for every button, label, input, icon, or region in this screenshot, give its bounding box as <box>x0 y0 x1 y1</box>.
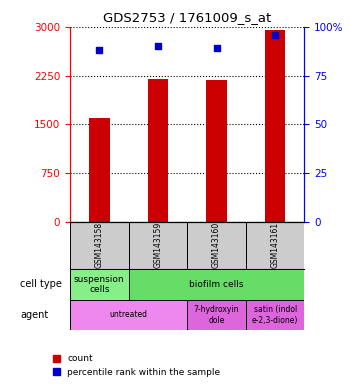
Text: GSM143161: GSM143161 <box>271 222 280 268</box>
Text: GSM143160: GSM143160 <box>212 222 221 268</box>
Bar <box>70 269 129 300</box>
Legend: count, percentile rank within the sample: count, percentile rank within the sample <box>50 352 223 379</box>
Text: suspension
cells: suspension cells <box>74 275 125 294</box>
Bar <box>148 79 168 222</box>
Bar <box>70 300 187 330</box>
Point <box>97 47 102 53</box>
Bar <box>206 81 227 222</box>
Text: agent: agent <box>20 310 48 320</box>
Bar <box>265 30 286 222</box>
Bar <box>89 118 110 222</box>
Point <box>214 45 219 51</box>
Polygon shape <box>61 276 69 292</box>
Point <box>272 31 278 38</box>
Text: 7-hydroxyin
dole: 7-hydroxyin dole <box>194 305 239 324</box>
Bar <box>187 300 246 330</box>
Polygon shape <box>61 307 69 323</box>
Text: biofilm cells: biofilm cells <box>189 280 244 289</box>
Bar <box>246 300 304 330</box>
Bar <box>129 222 187 269</box>
Bar <box>187 222 246 269</box>
Text: cell type: cell type <box>20 279 62 289</box>
Bar <box>70 222 129 269</box>
Title: GDS2753 / 1761009_s_at: GDS2753 / 1761009_s_at <box>103 11 271 24</box>
Bar <box>129 269 304 300</box>
Bar <box>246 222 304 269</box>
Text: GSM143159: GSM143159 <box>153 222 162 268</box>
Point <box>155 43 161 50</box>
Text: satin (indol
e-2,3-dione): satin (indol e-2,3-dione) <box>252 305 298 324</box>
Text: untreated: untreated <box>110 310 148 319</box>
Text: GSM143158: GSM143158 <box>95 222 104 268</box>
